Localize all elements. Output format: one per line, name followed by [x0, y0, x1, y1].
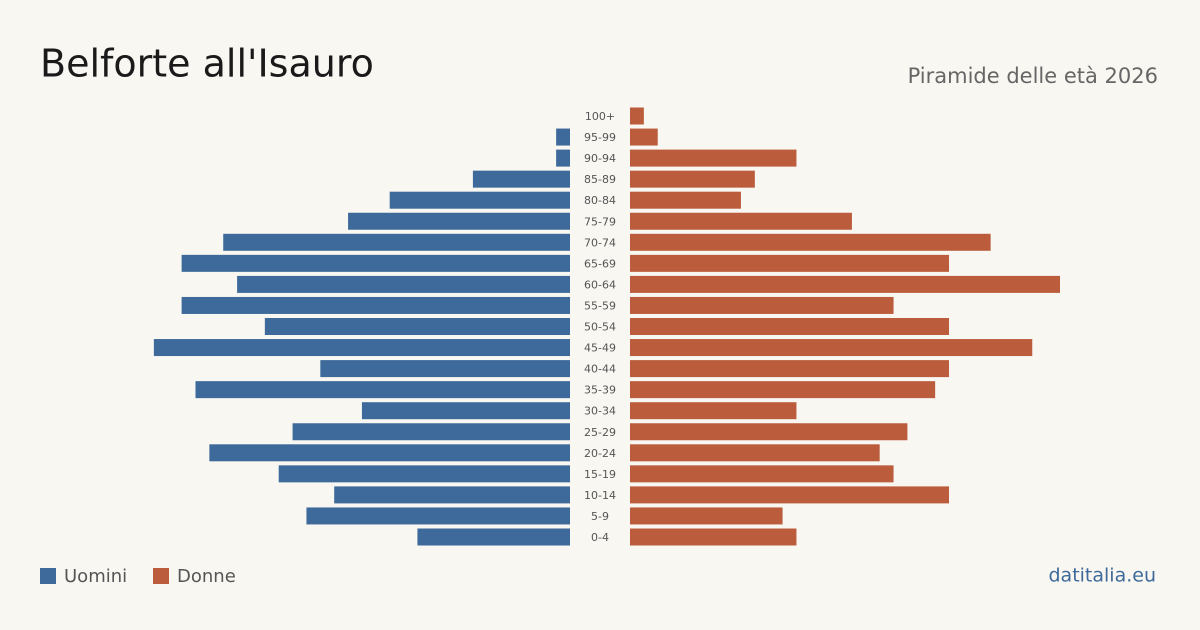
bar	[630, 149, 797, 167]
bar	[630, 191, 741, 209]
bar	[556, 128, 570, 146]
bar	[292, 423, 570, 441]
category-label: 30-34	[584, 405, 616, 418]
category-label: 80-84	[584, 194, 616, 207]
bar	[209, 444, 570, 462]
category-label: 50-54	[584, 321, 616, 334]
chart-title: Belforte all'Isauro	[40, 42, 374, 86]
bar	[361, 402, 570, 420]
bar	[630, 507, 783, 525]
bar	[630, 275, 1060, 293]
bar	[278, 465, 570, 483]
bar	[320, 360, 570, 378]
legend-swatch	[153, 568, 169, 584]
category-label: 35-39	[584, 384, 616, 397]
bar	[306, 507, 570, 525]
chart-subtitle: Piramide delle età 2026	[908, 64, 1158, 88]
category-label: 85-89	[584, 173, 616, 186]
bar	[630, 212, 852, 230]
bar	[181, 254, 570, 272]
category-label: 60-64	[584, 278, 616, 291]
bar	[334, 486, 570, 504]
bar	[630, 402, 797, 420]
category-label: 75-79	[584, 215, 616, 228]
bar	[389, 191, 570, 209]
bar	[630, 423, 908, 441]
category-label: 15-19	[584, 468, 616, 481]
bar	[630, 233, 991, 251]
bar	[223, 233, 570, 251]
category-label: 90-94	[584, 152, 616, 165]
bar	[237, 275, 570, 293]
category-label: 5-9	[591, 510, 609, 523]
bar	[630, 128, 658, 146]
bar	[417, 528, 570, 546]
bar	[630, 170, 755, 188]
bar	[181, 296, 570, 314]
bar	[348, 212, 570, 230]
bar	[630, 339, 1033, 357]
category-label: 10-14	[584, 489, 616, 502]
category-label: 95-99	[584, 131, 616, 144]
category-label: 45-49	[584, 342, 616, 355]
category-label: 100+	[585, 110, 615, 123]
category-label: 25-29	[584, 426, 616, 439]
bar	[630, 486, 950, 504]
bar	[264, 318, 570, 335]
bar	[153, 339, 570, 357]
bar	[630, 465, 894, 483]
bar	[630, 528, 797, 546]
bar	[556, 149, 570, 167]
bar	[630, 107, 644, 125]
legend-label: Uomini	[64, 566, 127, 587]
bar	[472, 170, 570, 188]
bar	[630, 360, 950, 378]
category-label: 0-4	[591, 531, 609, 544]
bar	[195, 381, 570, 399]
category-label: 65-69	[584, 257, 616, 270]
source: datitalia.eu	[1049, 565, 1157, 587]
legend-label: Donne	[177, 566, 236, 587]
bar	[630, 254, 950, 272]
bar	[630, 381, 936, 399]
bar	[630, 318, 950, 335]
category-label: 55-59	[584, 299, 616, 312]
category-label: 40-44	[584, 363, 616, 376]
category-label: 20-24	[584, 447, 616, 460]
category-label: 70-74	[584, 236, 616, 249]
bar	[630, 444, 880, 462]
bar	[630, 296, 894, 314]
legend-swatch	[40, 568, 56, 584]
